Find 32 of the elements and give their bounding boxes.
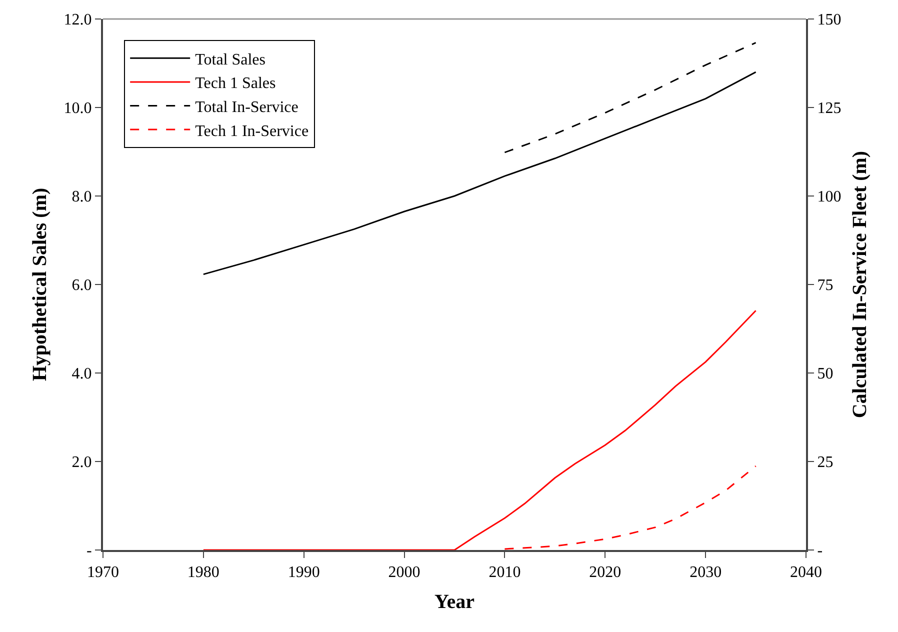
y2-tick-label: 125 [817,100,842,118]
x-tick-label: 2040 [790,564,822,582]
y-tick-label: 4.0 [72,366,92,383]
y2-tick-label: 75 [817,277,834,294]
x-tick-label: 1980 [187,564,220,582]
y2-tick-label: - [817,542,823,560]
line-series [504,42,757,154]
y2-tick-label: 100 [817,188,842,206]
x-axis-title: Year [434,591,475,614]
y2-tick-label: 150 [817,12,842,29]
x-tick-label: 1990 [288,564,320,582]
y-tick-label: 12.0 [64,12,92,29]
legend-label: Total In-Service [195,98,298,116]
x-tick-label: 2020 [589,564,622,582]
y2-tick-label: 25 [817,454,834,472]
x-tick-label: 2030 [690,564,722,582]
y-tick-label: 6.0 [72,277,92,294]
line-series [202,310,757,550]
y2-axis-title: Calculated In-Service Fleet (m) [849,150,872,418]
x-tick-label: 1970 [87,564,119,582]
y2-tick-label: 50 [817,366,834,383]
x-tick-label: 2000 [388,564,420,582]
y-tick-label: - [86,542,92,560]
legend-label: Tech 1 In-Service [195,122,309,140]
y-tick-label: 8.0 [72,188,92,206]
legend-label: Tech 1 Sales [195,75,276,92]
y-axis-title: Hypothetical Sales (m) [28,188,51,382]
y-tick-label: 10.0 [64,100,92,118]
legend-label: Total Sales [195,51,266,68]
y-tick-label: 2.0 [72,454,92,472]
x-tick-label: 2010 [488,564,521,582]
line-series [504,465,757,550]
